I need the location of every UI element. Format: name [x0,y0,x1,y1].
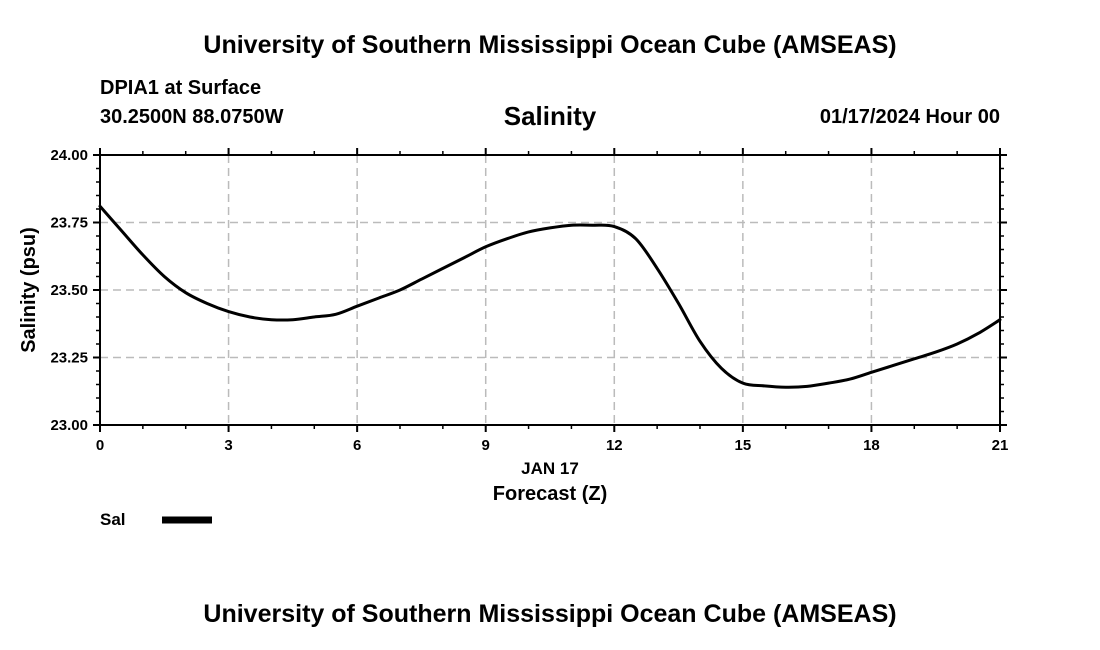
y-tick-label: 23.75 [50,215,88,232]
station-label: DPIA1 at Surface [100,77,262,99]
grid [100,154,1000,426]
y-tick-label: 23.00 [50,417,88,434]
chart-title: Salinity [503,101,597,131]
y-axis-label: Salinity (psu) [18,227,40,353]
x-tick-label: 0 [96,437,104,454]
forecast-datetime: 01/17/2024 Hour 00 [819,106,1000,128]
y-tick-label: 23.25 [50,350,88,367]
axis-tick-labels: 0 3 6 9 12 15 18 21 23.00 23.25 23.50 23.75 24.00 [50,147,1008,454]
x-axis-label: Forecast (Z) [493,483,607,505]
page-title: University of Southern Mississippi Ocean… [203,31,897,59]
x-tick-label: 6 [353,437,361,454]
x-tick-label: 15 [735,437,752,454]
legend-label-sal: Sal [100,510,126,529]
series-line-sal [98,204,1002,389]
x-tick-label: 9 [482,437,490,454]
y-tick-label: 23.50 [50,282,88,299]
axis-ticks [93,148,1007,432]
x-tick-label: 12 [606,437,623,454]
y-tick-label: 24.00 [50,147,88,164]
x-tick-label: 3 [224,437,232,454]
x-tick-label: 21 [992,437,1009,454]
footer-title: University of Southern Mississippi Ocean… [203,600,897,628]
x-axis-date-label: JAN 17 [521,459,579,478]
station-coordinates: 30.2500N 88.0750W [100,106,284,128]
x-tick-label: 18 [863,437,880,454]
